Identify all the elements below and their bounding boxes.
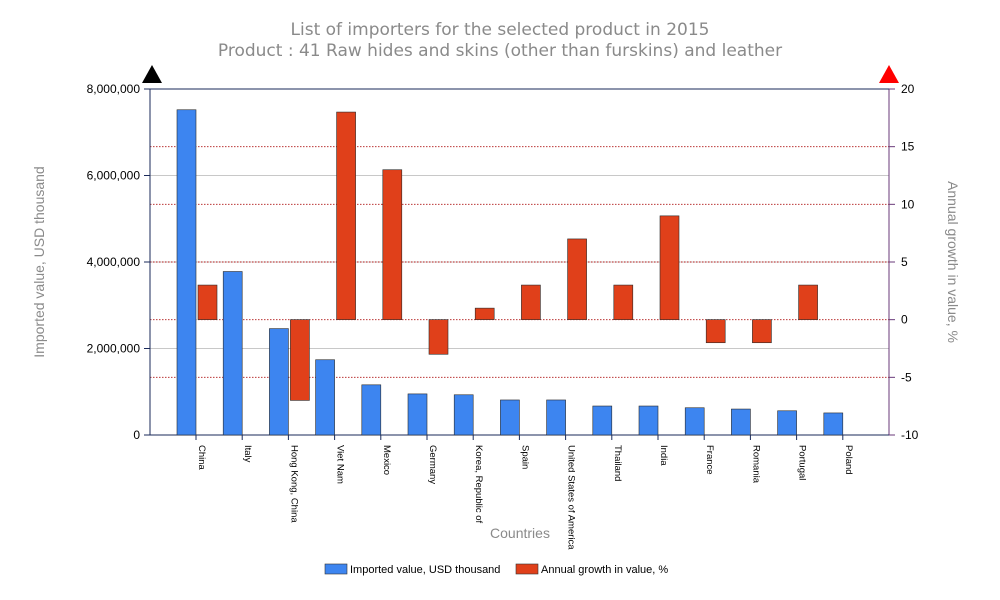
bar-imported-value: [592, 405, 613, 436]
bar-imported-value: [638, 405, 659, 436]
bar-imported-value: [453, 394, 474, 436]
x-tick-label: France: [704, 445, 715, 475]
bar-annual-growth: [382, 169, 403, 320]
bar-annual-growth: [521, 284, 541, 320]
bar-annual-growth: [752, 319, 772, 344]
bar-imported-value: [777, 410, 797, 436]
y-tick-label-right: -5: [901, 370, 912, 384]
y-tick-label-right: 5: [901, 255, 908, 269]
bar-imported-value: [269, 328, 289, 436]
legend-swatch-imported: [324, 563, 348, 575]
bar-imported-value: [731, 408, 751, 436]
bar-annual-growth: [613, 284, 634, 320]
bar-imported-value: [361, 384, 382, 436]
y-tick-label-right: 20: [901, 82, 915, 96]
x-tick-label: United States of America: [566, 445, 577, 550]
bar-imported-value: [546, 399, 566, 436]
imported-value-series: [176, 109, 844, 436]
bar-annual-growth: [567, 238, 587, 320]
bar-annual-growth: [705, 319, 726, 344]
bar-annual-growth: [798, 284, 818, 320]
left-axis-arrow-icon: [142, 65, 162, 83]
y-tick-label-right: 0: [901, 313, 908, 327]
x-axis-title: Countries: [490, 525, 550, 541]
x-tick-label: Germany: [427, 445, 438, 484]
y-tick-label-left: 4,000,000: [87, 255, 141, 269]
x-tick-label: India: [658, 445, 669, 466]
y-tick-label-right: 15: [901, 140, 915, 154]
y-tick-label-left: 8,000,000: [87, 82, 141, 96]
x-tick-label: China: [196, 445, 207, 471]
bar-imported-value: [222, 271, 243, 436]
x-tick-label: Mexico: [381, 445, 392, 475]
y-axis-right-ticks: -10 -5 0 5 10 15 20: [889, 82, 919, 442]
chart-subtitle: Product : 41 Raw hides and skins (other …: [218, 41, 782, 61]
bar-imported-value: [315, 359, 335, 436]
x-tick-label: Korea, Republic of: [473, 445, 484, 524]
gridlines: [150, 146, 889, 378]
bar-annual-growth: [659, 215, 680, 320]
y-axis-left-ticks: 0 2,000,000 4,000,000 6,000,000 8,000,000: [87, 82, 150, 442]
bar-imported-value: [407, 393, 428, 436]
x-tick-label: Poland: [843, 445, 854, 475]
legend-label-growth: Annual growth in value, %: [541, 564, 668, 576]
bar-annual-growth: [474, 307, 495, 320]
legend-label-imported: Imported value, USD thousand: [350, 564, 500, 576]
bar-imported-value: [823, 412, 844, 436]
x-tick-label: Spain: [519, 445, 530, 469]
right-axis-arrow-icon: [879, 65, 899, 83]
x-tick-label: Thailand: [612, 445, 623, 481]
bar-annual-growth: [428, 319, 449, 355]
y-tick-label-left: 2,000,000: [87, 342, 141, 356]
x-tick-label: Portugal: [797, 445, 808, 480]
x-tick-label: Romania: [750, 445, 761, 484]
bar-imported-value: [500, 399, 520, 436]
y-tick-label-right: -10: [901, 428, 919, 442]
growth-series: [197, 111, 818, 401]
y-axis-right-title: Annual growth in value, %: [945, 181, 961, 343]
y-tick-label-left: 0: [133, 428, 140, 442]
bar-imported-value: [176, 109, 197, 436]
bar-annual-growth: [197, 284, 218, 320]
bar-imported-value: [684, 407, 705, 436]
y-tick-label-right: 10: [901, 197, 915, 211]
y-axis-left-title: Imported value, USD thousand: [31, 166, 47, 357]
legend: Imported value, USD thousand Annual grow…: [324, 563, 668, 576]
x-tick-label: Viet Nam: [335, 445, 346, 484]
x-axis-category-labels: China Italy Hong Kong, China Viet Nam Mexico…: [195, 435, 854, 550]
y-tick-label-left: 6,000,000: [87, 169, 141, 183]
x-tick-label: Hong Kong, China: [288, 445, 299, 523]
bar-annual-growth: [336, 111, 356, 320]
legend-swatch-growth: [515, 563, 539, 575]
x-tick-label: Italy: [242, 445, 253, 463]
bar-annual-growth: [290, 319, 310, 401]
chart-title: List of importers for the selected produ…: [291, 20, 710, 40]
